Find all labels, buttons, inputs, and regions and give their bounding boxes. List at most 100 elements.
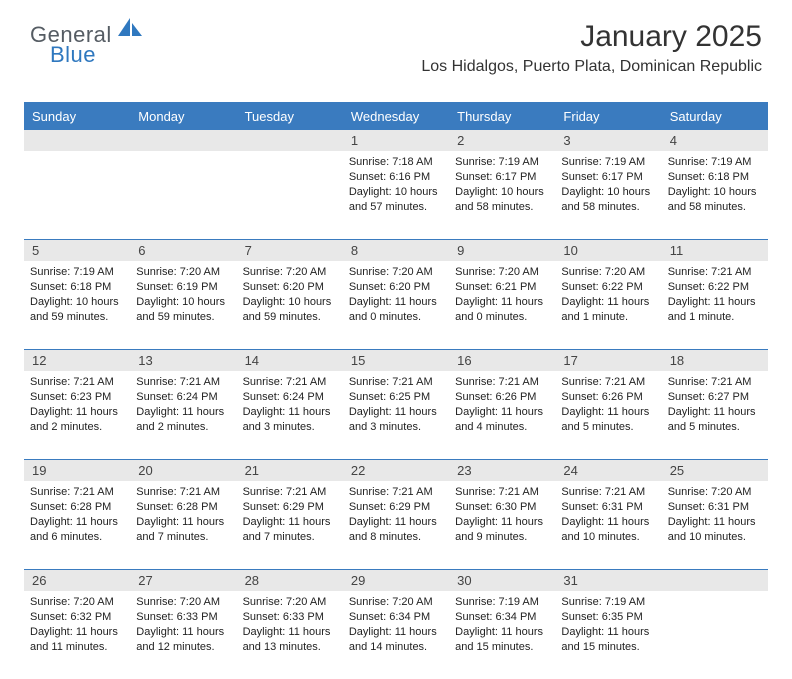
day-cell: Sunrise: 7:20 AMSunset: 6:19 PMDaylight:… bbox=[130, 261, 236, 349]
day-number: 2 bbox=[449, 130, 555, 151]
day-daylight1: Daylight: 11 hours bbox=[30, 625, 124, 640]
day-daylight2: and 58 minutes. bbox=[561, 200, 655, 215]
day-daylight2: and 8 minutes. bbox=[349, 530, 443, 545]
day-daylight2: and 0 minutes. bbox=[349, 310, 443, 325]
day-sunrise: Sunrise: 7:21 AM bbox=[136, 485, 230, 500]
day-daylight1: Daylight: 10 hours bbox=[668, 185, 762, 200]
day-cell: Sunrise: 7:20 AMSunset: 6:32 PMDaylight:… bbox=[24, 591, 130, 679]
day-sunset: Sunset: 6:31 PM bbox=[668, 500, 762, 515]
day-sunrise: Sunrise: 7:21 AM bbox=[30, 375, 124, 390]
day-daylight2: and 4 minutes. bbox=[455, 420, 549, 435]
day-sunrise: Sunrise: 7:21 AM bbox=[561, 375, 655, 390]
day-number: 9 bbox=[449, 240, 555, 261]
day-daylight2: and 3 minutes. bbox=[243, 420, 337, 435]
day-daylight1: Daylight: 11 hours bbox=[455, 515, 549, 530]
day-sunrise: Sunrise: 7:20 AM bbox=[243, 595, 337, 610]
day-cell: Sunrise: 7:18 AMSunset: 6:16 PMDaylight:… bbox=[343, 151, 449, 239]
day-sunrise: Sunrise: 7:19 AM bbox=[455, 155, 549, 170]
day-daylight1: Daylight: 11 hours bbox=[349, 405, 443, 420]
day-number: 21 bbox=[237, 460, 343, 481]
day-cell: Sunrise: 7:21 AMSunset: 6:24 PMDaylight:… bbox=[130, 371, 236, 459]
daynum-row: 1234 bbox=[24, 129, 768, 151]
day-daylight1: Daylight: 11 hours bbox=[30, 405, 124, 420]
day-daylight1: Daylight: 10 hours bbox=[455, 185, 549, 200]
day-daylight2: and 1 minute. bbox=[561, 310, 655, 325]
day-daylight1: Daylight: 11 hours bbox=[668, 405, 762, 420]
location-text: Los Hidalgos, Puerto Plata, Dominican Re… bbox=[421, 58, 762, 76]
day-sunset: Sunset: 6:20 PM bbox=[349, 280, 443, 295]
daynum-row: 262728293031 bbox=[24, 569, 768, 591]
day-daylight2: and 12 minutes. bbox=[136, 640, 230, 655]
day-daylight1: Daylight: 11 hours bbox=[561, 515, 655, 530]
day-number: 25 bbox=[662, 460, 768, 481]
day-number: 5 bbox=[24, 240, 130, 261]
day-number bbox=[237, 130, 343, 151]
day-sunset: Sunset: 6:18 PM bbox=[668, 170, 762, 185]
weekday-header: Sunday bbox=[24, 104, 130, 129]
day-daylight1: Daylight: 11 hours bbox=[455, 405, 549, 420]
day-daylight2: and 2 minutes. bbox=[136, 420, 230, 435]
day-sunset: Sunset: 6:30 PM bbox=[455, 500, 549, 515]
day-daylight2: and 7 minutes. bbox=[136, 530, 230, 545]
day-cell: Sunrise: 7:20 AMSunset: 6:20 PMDaylight:… bbox=[237, 261, 343, 349]
day-cell: Sunrise: 7:19 AMSunset: 6:35 PMDaylight:… bbox=[555, 591, 661, 679]
day-daylight2: and 2 minutes. bbox=[30, 420, 124, 435]
day-sunset: Sunset: 6:27 PM bbox=[668, 390, 762, 405]
day-sunrise: Sunrise: 7:21 AM bbox=[243, 375, 337, 390]
title-block: January 2025 Los Hidalgos, Puerto Plata,… bbox=[421, 20, 762, 76]
day-sunset: Sunset: 6:34 PM bbox=[349, 610, 443, 625]
weekday-header: Wednesday bbox=[343, 104, 449, 129]
daynum-row: 12131415161718 bbox=[24, 349, 768, 371]
day-number: 19 bbox=[24, 460, 130, 481]
day-sunset: Sunset: 6:32 PM bbox=[30, 610, 124, 625]
day-number: 20 bbox=[130, 460, 236, 481]
day-cell: Sunrise: 7:20 AMSunset: 6:33 PMDaylight:… bbox=[130, 591, 236, 679]
daynum-row: 567891011 bbox=[24, 239, 768, 261]
day-cell: Sunrise: 7:19 AMSunset: 6:17 PMDaylight:… bbox=[449, 151, 555, 239]
day-number: 28 bbox=[237, 570, 343, 591]
month-title: January 2025 bbox=[421, 20, 762, 54]
day-cell: Sunrise: 7:20 AMSunset: 6:34 PMDaylight:… bbox=[343, 591, 449, 679]
day-sunset: Sunset: 6:24 PM bbox=[243, 390, 337, 405]
day-sunrise: Sunrise: 7:20 AM bbox=[136, 595, 230, 610]
day-daylight2: and 5 minutes. bbox=[668, 420, 762, 435]
day-sunrise: Sunrise: 7:18 AM bbox=[349, 155, 443, 170]
day-cell: Sunrise: 7:19 AMSunset: 6:17 PMDaylight:… bbox=[555, 151, 661, 239]
day-cell: Sunrise: 7:21 AMSunset: 6:26 PMDaylight:… bbox=[555, 371, 661, 459]
day-sunrise: Sunrise: 7:21 AM bbox=[136, 375, 230, 390]
day-cell: Sunrise: 7:19 AMSunset: 6:18 PMDaylight:… bbox=[24, 261, 130, 349]
day-sunset: Sunset: 6:21 PM bbox=[455, 280, 549, 295]
day-sunset: Sunset: 6:29 PM bbox=[349, 500, 443, 515]
day-daylight1: Daylight: 11 hours bbox=[349, 625, 443, 640]
day-sunrise: Sunrise: 7:21 AM bbox=[561, 485, 655, 500]
day-daylight1: Daylight: 11 hours bbox=[455, 295, 549, 310]
day-daylight2: and 58 minutes. bbox=[455, 200, 549, 215]
day-cell: Sunrise: 7:21 AMSunset: 6:27 PMDaylight:… bbox=[662, 371, 768, 459]
day-cell: Sunrise: 7:21 AMSunset: 6:30 PMDaylight:… bbox=[449, 481, 555, 569]
day-sunset: Sunset: 6:19 PM bbox=[136, 280, 230, 295]
weekday-header: Thursday bbox=[449, 104, 555, 129]
day-number: 17 bbox=[555, 350, 661, 371]
day-daylight1: Daylight: 11 hours bbox=[668, 515, 762, 530]
day-sunrise: Sunrise: 7:21 AM bbox=[455, 485, 549, 500]
weekday-header: Tuesday bbox=[237, 104, 343, 129]
day-cell: Sunrise: 7:21 AMSunset: 6:24 PMDaylight:… bbox=[237, 371, 343, 459]
week-row: Sunrise: 7:21 AMSunset: 6:28 PMDaylight:… bbox=[24, 481, 768, 569]
day-sunset: Sunset: 6:35 PM bbox=[561, 610, 655, 625]
day-daylight2: and 13 minutes. bbox=[243, 640, 337, 655]
weekday-header: Saturday bbox=[662, 104, 768, 129]
day-number bbox=[130, 130, 236, 151]
day-daylight1: Daylight: 11 hours bbox=[455, 625, 549, 640]
day-sunset: Sunset: 6:22 PM bbox=[668, 280, 762, 295]
day-number: 3 bbox=[555, 130, 661, 151]
day-daylight2: and 3 minutes. bbox=[349, 420, 443, 435]
day-sunrise: Sunrise: 7:21 AM bbox=[455, 375, 549, 390]
weekday-header: Monday bbox=[130, 104, 236, 129]
day-sunset: Sunset: 6:26 PM bbox=[561, 390, 655, 405]
day-daylight1: Daylight: 10 hours bbox=[30, 295, 124, 310]
day-sunrise: Sunrise: 7:21 AM bbox=[668, 375, 762, 390]
day-cell: Sunrise: 7:20 AMSunset: 6:20 PMDaylight:… bbox=[343, 261, 449, 349]
day-cell bbox=[130, 151, 236, 239]
day-number: 23 bbox=[449, 460, 555, 481]
day-daylight2: and 57 minutes. bbox=[349, 200, 443, 215]
